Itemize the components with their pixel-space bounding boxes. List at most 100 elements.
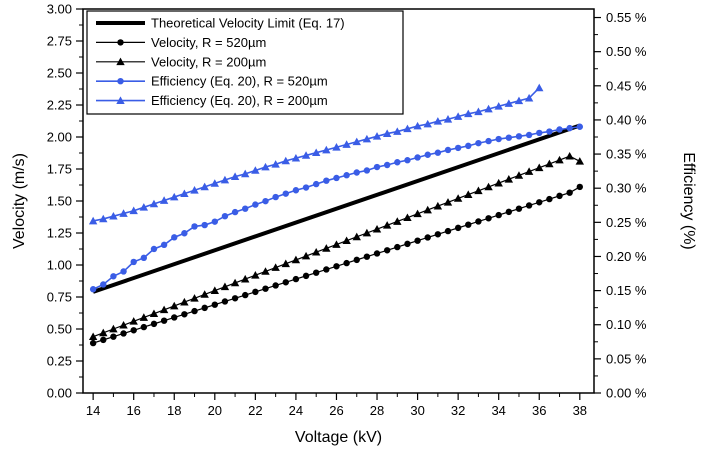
y2-tick-label: 0.10 % — [606, 317, 647, 332]
data-point — [485, 137, 492, 145]
data-point — [291, 153, 301, 162]
data-point — [514, 96, 524, 105]
data-point — [190, 294, 199, 302]
data-point — [383, 161, 391, 169]
data-point — [484, 182, 493, 191]
series-layer — [88, 83, 585, 347]
data-point — [424, 151, 431, 158]
data-point — [353, 256, 360, 264]
data-point — [423, 119, 432, 128]
data-point — [271, 160, 280, 168]
x-tick-label: 22 — [248, 403, 262, 418]
data-point — [353, 169, 360, 176]
data-point — [474, 107, 483, 116]
data-point — [130, 327, 137, 334]
data-point — [514, 171, 524, 179]
data-point — [393, 127, 402, 135]
legend-swatch-marker — [117, 78, 124, 85]
y-axis-left-ticks: 0.00 0.25 0.50 0.75 1.00 1.25 1.50 1.75 2.00 2.25… — [47, 2, 83, 401]
data-point — [201, 221, 208, 229]
data-point — [231, 208, 239, 216]
data-point — [160, 241, 168, 249]
data-point — [444, 227, 452, 235]
y-tick-label: 2.25 — [47, 98, 72, 113]
legend-swatch-marker — [117, 39, 124, 46]
data-point — [251, 271, 260, 279]
axes: 14 16 18 20 22 24 26 28 30 32 34 36 38 0.000.250.500… — [11, 2, 697, 447]
data-point — [181, 311, 188, 318]
y-tick-label: 3.00 — [47, 2, 72, 17]
data-point — [140, 254, 148, 262]
data-point — [261, 162, 270, 171]
data-point — [211, 218, 219, 225]
legend-label: Efficiency (Eq. 20), R = 520µm — [151, 74, 328, 89]
data-point — [464, 109, 473, 118]
data-point — [242, 291, 249, 299]
data-point — [464, 190, 473, 198]
data-point — [576, 183, 584, 191]
data-point — [231, 295, 239, 302]
data-point — [495, 211, 502, 219]
data-point — [423, 205, 432, 214]
data-point — [342, 236, 351, 245]
data-point — [404, 157, 411, 164]
data-point — [312, 269, 320, 276]
data-point — [536, 129, 543, 137]
data-point — [382, 129, 392, 137]
data-point — [301, 151, 311, 159]
data-point — [241, 274, 250, 283]
data-point — [150, 320, 158, 328]
x-tick-label: 16 — [126, 403, 140, 418]
y-tick-label: 2.50 — [47, 66, 72, 81]
data-point — [180, 297, 189, 306]
data-point — [281, 259, 290, 268]
x-tick-label: 30 — [410, 403, 424, 418]
y2-tick-label: 0.40 % — [606, 112, 647, 127]
data-point — [282, 190, 289, 197]
data-point — [465, 142, 472, 150]
data-point — [200, 290, 209, 298]
data-point — [291, 255, 301, 264]
data-point — [160, 317, 168, 324]
data-point — [576, 123, 584, 130]
y2-tick-label: 0.20 % — [606, 249, 647, 264]
legend-label: Theoretical Velocity Limit (Eq. 17) — [151, 16, 345, 31]
x-tick-label: 14 — [86, 403, 100, 418]
data-point — [110, 273, 117, 280]
y2-tick-label: 0.30 % — [606, 181, 647, 196]
data-point — [363, 167, 371, 174]
data-point — [352, 137, 361, 146]
data-point — [556, 126, 563, 133]
data-point — [200, 182, 209, 191]
data-point — [89, 339, 97, 347]
data-point — [139, 203, 149, 211]
y-tick-label: 0.25 — [47, 354, 72, 369]
y2-tick-label: 0.00 % — [606, 386, 647, 401]
data-point — [333, 263, 340, 270]
data-point — [191, 307, 198, 315]
data-point — [414, 154, 421, 161]
data-point — [404, 240, 411, 248]
legend: Theoretical Velocity Limit (Eq. 17) Veloc… — [86, 10, 404, 115]
x-tick-label: 24 — [289, 403, 303, 418]
data-point — [536, 199, 543, 206]
data-point — [140, 323, 148, 331]
data-point — [474, 186, 483, 195]
series-2 — [88, 152, 585, 341]
data-point — [575, 157, 585, 165]
y-axis-left-title: Velocity (m/s) — [11, 153, 28, 249]
data-point — [119, 209, 128, 217]
data-point — [109, 211, 118, 220]
data-point — [312, 180, 320, 188]
data-point — [252, 288, 259, 296]
data-point — [383, 247, 391, 254]
y-tick-label: 1.50 — [47, 194, 72, 209]
data-point — [453, 112, 463, 120]
data-point — [515, 205, 523, 212]
data-point — [475, 218, 482, 225]
data-point — [372, 132, 382, 140]
data-point — [230, 278, 240, 287]
x-tick-label: 18 — [167, 403, 181, 418]
data-point — [362, 134, 372, 143]
